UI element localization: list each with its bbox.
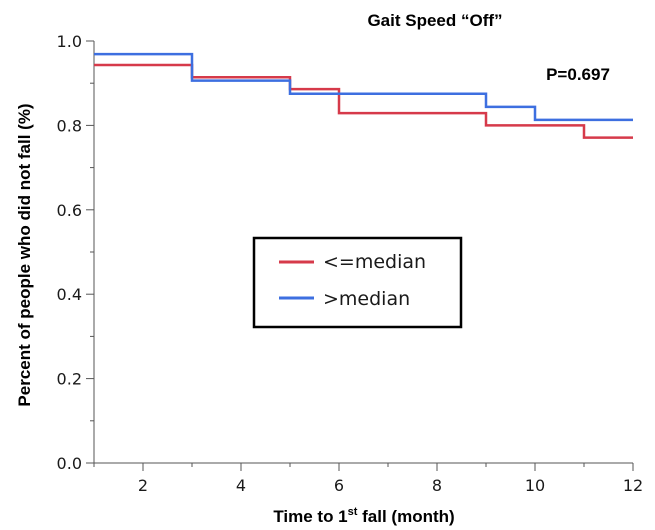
x-axis-label: Time to 1st fall (month): [273, 506, 454, 526]
x-tick-label: 2: [138, 476, 148, 495]
y-tick-label: 0.6: [57, 201, 82, 220]
y-tick-label: 1.0: [57, 32, 82, 51]
x-tick-label: 8: [432, 476, 442, 495]
series-line-1: [94, 52, 633, 122]
x-axis-label-main: Time to 1: [273, 507, 347, 526]
x-tick-label: 4: [236, 476, 246, 495]
legend-label-series-1: >median: [323, 288, 410, 310]
y-axis-label: Percent of people who did not fall (%): [15, 103, 34, 406]
x-tick-label: 6: [334, 476, 344, 495]
x-tick-label: 10: [525, 476, 545, 495]
legend: <=median >median: [252, 236, 463, 329]
y-tick-label: 0.2: [57, 370, 82, 389]
y-tick-label: 0.0: [57, 454, 82, 473]
x-axis-label-superscript: st: [348, 506, 358, 518]
x-axis-label-suffix: fall (month): [357, 507, 454, 526]
series: [94, 52, 633, 139]
legend-label-series-0: <=median: [323, 251, 426, 273]
y-axis-label-group: Percent of people who did not fall (%): [15, 103, 34, 406]
y-tick-label: 0.4: [57, 285, 82, 304]
ticks: 0.0 0.2 0.4 0.6 0.8 1.0 2 4 6 8 10 12: [57, 32, 644, 495]
legend-box: [252, 236, 463, 329]
y-tick-label: 0.8: [57, 116, 82, 135]
chart-title: Gait Speed “Off”: [367, 11, 502, 30]
p-value-annotation: P=0.697: [546, 65, 610, 84]
x-tick-label: 12: [623, 476, 643, 495]
